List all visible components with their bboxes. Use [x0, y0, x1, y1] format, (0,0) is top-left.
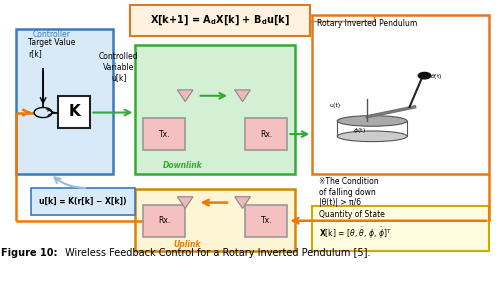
- Text: Downlink: Downlink: [163, 161, 202, 170]
- Text: Controlled
Variable
u[k]: Controlled Variable u[k]: [99, 53, 138, 82]
- Polygon shape: [178, 197, 193, 209]
- Text: Wireless Feedback Control for a Rotary Inverted Pendulum [5].: Wireless Feedback Control for a Rotary I…: [62, 248, 370, 258]
- Polygon shape: [178, 90, 193, 102]
- Text: u[k] = K(r[k] − X[k]): u[k] = K(r[k] − X[k]): [39, 197, 126, 206]
- Text: Figure 10:: Figure 10:: [0, 248, 57, 258]
- Bar: [143, 118, 185, 150]
- Text: $\phi$(t): $\phi$(t): [354, 126, 366, 135]
- Text: $\theta$(t): $\theta$(t): [430, 72, 442, 81]
- Polygon shape: [234, 197, 250, 209]
- Text: u(t): u(t): [330, 103, 341, 108]
- Text: Controller: Controller: [33, 30, 71, 39]
- Ellipse shape: [338, 131, 407, 142]
- Text: ※The Condition
of falling down
|θ(t)| > π/6: ※The Condition of falling down |θ(t)| > …: [319, 177, 378, 207]
- Text: +: +: [44, 107, 51, 113]
- Text: K: K: [68, 104, 80, 119]
- Text: Tx.: Tx.: [158, 130, 170, 139]
- Text: Tx.: Tx.: [260, 216, 272, 225]
- Text: Rotary Inverted Pendulum: Rotary Inverted Pendulum: [318, 19, 418, 28]
- Bar: [30, 188, 136, 215]
- Bar: [136, 189, 295, 251]
- Circle shape: [418, 72, 432, 80]
- Text: Target Value
r[k]: Target Value r[k]: [28, 38, 76, 58]
- Text: Quantity of State: Quantity of State: [319, 210, 384, 219]
- Bar: [143, 205, 185, 237]
- Bar: [245, 118, 288, 150]
- Bar: [312, 206, 490, 251]
- Ellipse shape: [338, 115, 407, 126]
- Bar: [130, 5, 310, 36]
- Bar: [58, 96, 90, 128]
- Text: $\mathbf{X}$[k] = [$\theta$, $\dot\theta$, $\phi$, $\dot\phi$]$^T$: $\mathbf{X}$[k] = [$\theta$, $\dot\theta…: [319, 225, 392, 241]
- Text: Uplink: Uplink: [174, 240, 202, 249]
- Bar: [136, 46, 295, 174]
- Text: $\mathbf{X}$[k+1] = $\mathbf{A_d}$$\mathbf{X}$[k] + $\mathbf{B_d}$$\mathbf{u}$[k: $\mathbf{X}$[k+1] = $\mathbf{A_d}$$\math…: [150, 14, 290, 27]
- Bar: [16, 29, 113, 174]
- Polygon shape: [234, 90, 250, 102]
- Text: Rx.: Rx.: [158, 216, 170, 225]
- Bar: [312, 15, 490, 174]
- Bar: [245, 205, 288, 237]
- Text: Rx.: Rx.: [260, 130, 272, 139]
